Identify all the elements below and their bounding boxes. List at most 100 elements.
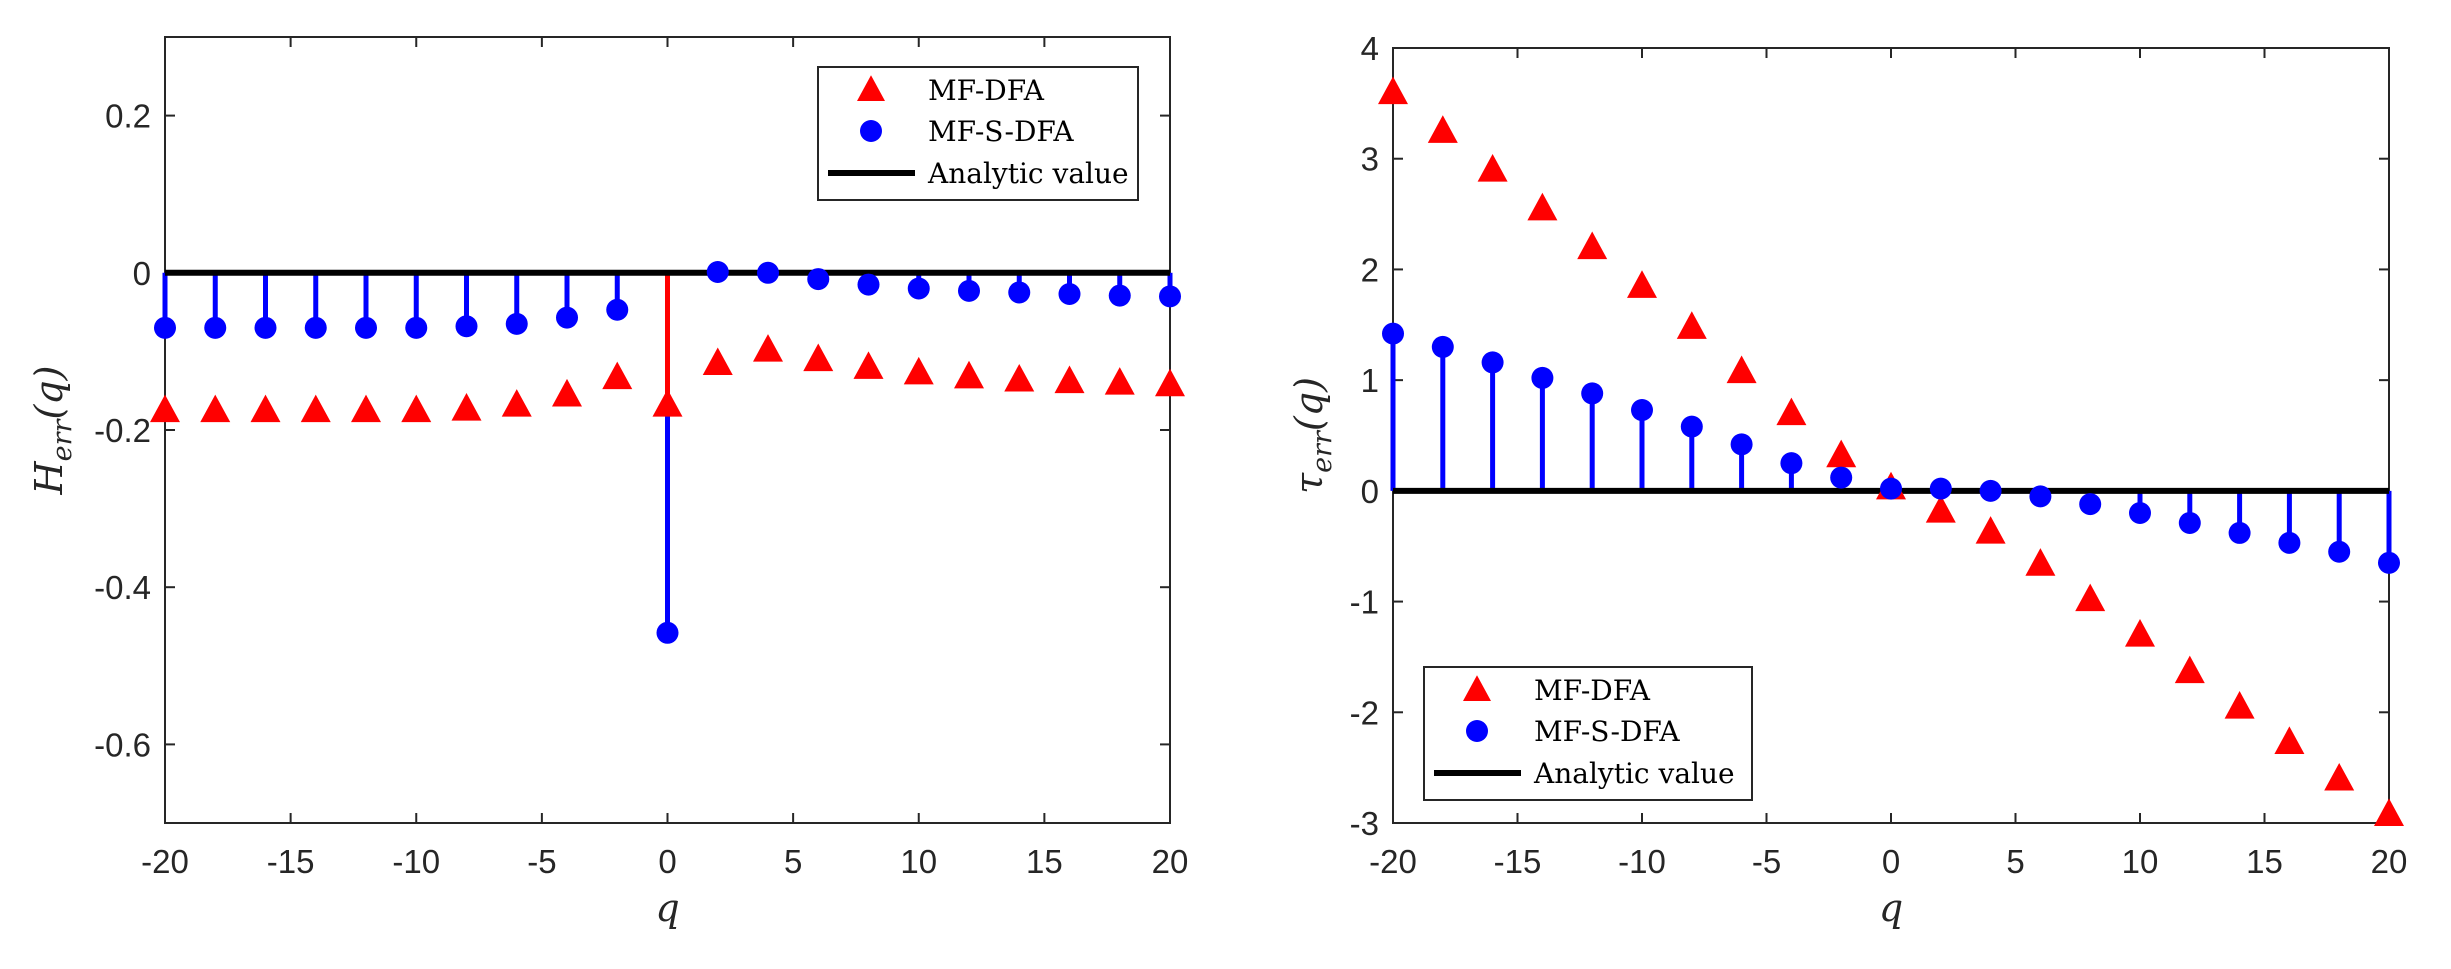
x-tick-label: -20	[1369, 843, 1417, 880]
point-mfdfa	[250, 394, 281, 423]
point-mfdfa	[1104, 367, 1135, 395]
y-tick-label: -0.4	[94, 569, 151, 606]
point-mfsdfa	[1008, 281, 1031, 304]
point-mfdfa	[1427, 115, 1458, 143]
x-tick-label: 5	[784, 843, 802, 880]
legend-triangle-icon	[1463, 675, 1491, 702]
point-mfsdfa	[2079, 493, 2102, 516]
point-mfdfa	[150, 394, 180, 423]
point-mfsdfa	[2278, 531, 2301, 554]
y-tick-label: 4	[1361, 30, 1379, 67]
point-mfsdfa	[1382, 322, 1404, 345]
point-mfsdfa	[1481, 351, 1504, 374]
legend-label: MF-S-DFA	[928, 115, 1074, 148]
legend-triangle-icon	[857, 75, 885, 102]
point-mfsdfa	[505, 312, 528, 335]
x-tick-label: -20	[141, 843, 189, 880]
y-axis-label: τerr(q)	[1287, 377, 1338, 494]
point-mfdfa	[2224, 691, 2255, 719]
point-mfdfa	[1676, 311, 1707, 339]
point-mfsdfa	[958, 279, 980, 302]
point-mfdfa	[1577, 231, 1608, 260]
point-mfdfa	[1054, 365, 1085, 394]
point-mfdfa	[2324, 762, 2355, 791]
x-tick-label: -10	[1618, 843, 1666, 880]
legend-label: MF-DFA	[1534, 674, 1651, 707]
point-mfsdfa	[1531, 366, 1554, 389]
point-mfsdfa	[857, 273, 880, 296]
point-mfsdfa	[556, 306, 578, 329]
x-tick-label: -15	[267, 843, 315, 880]
x-tick-label: 15	[2246, 843, 2283, 880]
point-mfsdfa	[154, 316, 176, 339]
point-mfdfa	[1477, 154, 1508, 182]
point-mfsdfa	[757, 261, 779, 284]
y-tick-label: 0	[1361, 473, 1379, 510]
point-mfsdfa	[706, 261, 729, 284]
chart-tauerr: -20 -15 -10 -5 0 5 10 15 20-3-2-101234qτerr(q)MF…	[1287, 30, 2407, 930]
point-mfdfa	[652, 389, 683, 417]
point-mfdfa	[803, 343, 834, 372]
legend-label: Analytic value	[927, 157, 1129, 190]
point-mfsdfa	[1108, 284, 1131, 307]
point-mfdfa	[853, 351, 884, 379]
point-mfsdfa	[1159, 285, 1181, 308]
x-tick-label: -15	[1494, 843, 1542, 880]
point-mfsdfa	[1979, 479, 2002, 502]
point-mfdfa	[451, 393, 482, 421]
legend: MF-DFA MF-S-DFA Analytic value	[1423, 666, 1753, 801]
point-mfsdfa	[254, 316, 277, 339]
point-mfdfa	[1155, 368, 1185, 397]
legend-circle-icon	[860, 120, 882, 142]
point-mfsdfa	[1581, 382, 1604, 405]
point-mfdfa	[2075, 583, 2106, 612]
point-mfsdfa	[2378, 551, 2400, 574]
point-mfdfa	[401, 394, 432, 423]
point-mfdfa	[552, 378, 582, 407]
y-tick-label: 0	[133, 255, 151, 292]
point-mfdfa	[1726, 355, 1757, 384]
y-tick-label: 0.2	[105, 98, 151, 135]
x-tick-label: 20	[2371, 843, 2408, 880]
y-tick-label: -2	[1350, 694, 1379, 731]
point-mfsdfa	[405, 316, 428, 339]
point-mfdfa	[2374, 798, 2404, 826]
legend-label: MF-DFA	[928, 74, 1045, 107]
point-mfdfa	[1826, 439, 1857, 468]
chart-herr: -20 -15 -10 -5 0 5 10 15 20 -0.6 -0.4 -0.2 0 0.2 q Herr…	[27, 36, 1188, 930]
point-mfsdfa	[204, 316, 227, 339]
y-tick-label: -0.6	[94, 726, 151, 763]
point-mfdfa	[501, 389, 532, 417]
point-mfdfa	[1627, 270, 1657, 298]
x-tick-label: 15	[1026, 843, 1063, 880]
y-tick-label: -3	[1350, 805, 1379, 842]
point-mfdfa	[200, 394, 231, 423]
x-axis-label: q	[1879, 886, 1903, 930]
x-tick-label: -5	[1752, 843, 1781, 880]
point-mfsdfa	[907, 277, 930, 300]
point-mfdfa	[1975, 516, 2006, 544]
y-axis-label: Herr(q)	[27, 366, 78, 496]
point-mfdfa	[1776, 397, 1807, 426]
point-mfsdfa	[1780, 452, 1803, 475]
point-mfsdfa	[1680, 415, 1703, 438]
x-axis-label: q	[655, 886, 679, 930]
point-mfdfa	[2125, 619, 2155, 647]
point-mfsdfa	[1929, 477, 1952, 500]
point-mfsdfa	[455, 315, 478, 338]
point-mfdfa	[1004, 363, 1035, 392]
legend: MF-DFA MF-S-DFA Analytic value	[817, 66, 1139, 201]
x-tick-label: 5	[2006, 843, 2024, 880]
point-mfsdfa	[1431, 335, 1454, 358]
point-mfsdfa	[2228, 521, 2251, 544]
point-mfdfa	[2274, 726, 2305, 754]
point-mfsdfa	[2328, 540, 2351, 563]
point-mfsdfa	[2129, 502, 2151, 524]
point-mfsdfa	[1730, 433, 1753, 456]
point-mfdfa	[702, 347, 733, 376]
point-mfsdfa	[807, 268, 830, 291]
legend-label: MF-S-DFA	[1534, 715, 1680, 748]
point-mfdfa	[2174, 655, 2205, 684]
point-mfsdfa	[1880, 477, 1902, 500]
